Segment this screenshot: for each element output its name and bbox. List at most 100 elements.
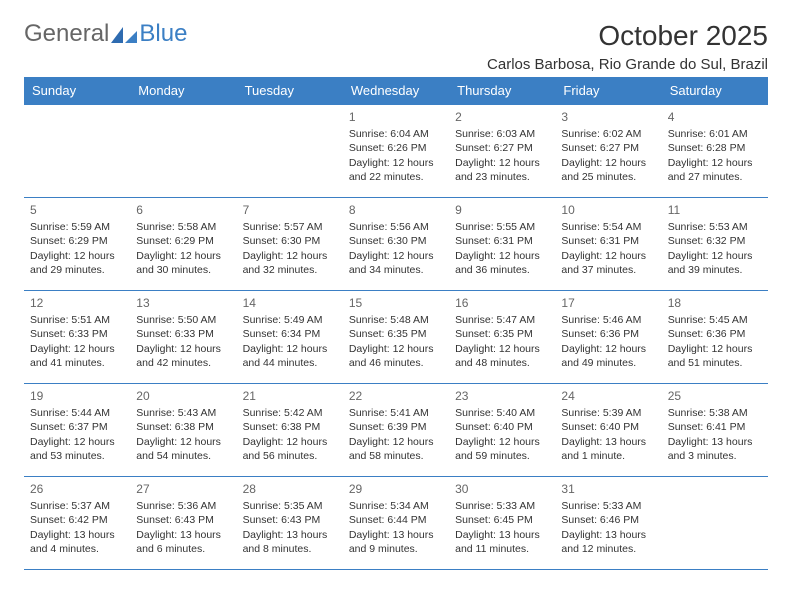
sunset-text: Sunset: 6:41 PM — [668, 420, 762, 434]
calendar-day-empty — [662, 477, 768, 570]
sunrise-text: Sunrise: 5:40 AM — [455, 406, 549, 420]
sunset-text: Sunset: 6:42 PM — [30, 513, 124, 527]
sunrise-text: Sunrise: 5:45 AM — [668, 313, 762, 327]
sunset-text: Sunset: 6:26 PM — [349, 141, 443, 155]
daylight-text: Daylight: 13 hours and 11 minutes. — [455, 528, 549, 556]
daylight-text: Daylight: 13 hours and 6 minutes. — [136, 528, 230, 556]
sunrise-text: Sunrise: 5:48 AM — [349, 313, 443, 327]
daylight-text: Daylight: 12 hours and 48 minutes. — [455, 342, 549, 370]
sunrise-text: Sunrise: 5:33 AM — [455, 499, 549, 513]
calendar-day: 24Sunrise: 5:39 AMSunset: 6:40 PMDayligh… — [555, 384, 661, 477]
day-number: 15 — [349, 295, 443, 311]
sunset-text: Sunset: 6:29 PM — [30, 234, 124, 248]
logo: General Blue — [24, 20, 187, 48]
day-number: 16 — [455, 295, 549, 311]
daylight-text: Daylight: 13 hours and 12 minutes. — [561, 528, 655, 556]
daylight-text: Daylight: 12 hours and 58 minutes. — [349, 435, 443, 463]
calendar-day: 18Sunrise: 5:45 AMSunset: 6:36 PMDayligh… — [662, 291, 768, 384]
calendar-day: 2Sunrise: 6:03 AMSunset: 6:27 PMDaylight… — [449, 105, 555, 198]
calendar-day: 28Sunrise: 5:35 AMSunset: 6:43 PMDayligh… — [237, 477, 343, 570]
daylight-text: Daylight: 12 hours and 59 minutes. — [455, 435, 549, 463]
day-number: 5 — [30, 202, 124, 218]
sunset-text: Sunset: 6:27 PM — [455, 141, 549, 155]
sunrise-text: Sunrise: 5:36 AM — [136, 499, 230, 513]
sunrise-text: Sunrise: 5:33 AM — [561, 499, 655, 513]
sunrise-text: Sunrise: 5:34 AM — [349, 499, 443, 513]
daylight-text: Daylight: 12 hours and 32 minutes. — [243, 249, 337, 277]
sunset-text: Sunset: 6:36 PM — [668, 327, 762, 341]
sunset-text: Sunset: 6:36 PM — [561, 327, 655, 341]
logo-sail-icon — [111, 25, 137, 43]
sunrise-text: Sunrise: 5:39 AM — [561, 406, 655, 420]
day-header: Tuesday — [237, 77, 343, 105]
sunset-text: Sunset: 6:37 PM — [30, 420, 124, 434]
daylight-text: Daylight: 12 hours and 39 minutes. — [668, 249, 762, 277]
day-number: 28 — [243, 481, 337, 497]
calendar-day: 9Sunrise: 5:55 AMSunset: 6:31 PMDaylight… — [449, 198, 555, 291]
calendar-week: 1Sunrise: 6:04 AMSunset: 6:26 PMDaylight… — [24, 105, 768, 198]
day-header: Saturday — [662, 77, 768, 105]
sunrise-text: Sunrise: 5:51 AM — [30, 313, 124, 327]
calendar-day: 31Sunrise: 5:33 AMSunset: 6:46 PMDayligh… — [555, 477, 661, 570]
calendar-day: 12Sunrise: 5:51 AMSunset: 6:33 PMDayligh… — [24, 291, 130, 384]
day-number: 9 — [455, 202, 549, 218]
day-number: 18 — [668, 295, 762, 311]
month-title: October 2025 — [487, 20, 768, 52]
sunset-text: Sunset: 6:31 PM — [561, 234, 655, 248]
daylight-text: Daylight: 13 hours and 8 minutes. — [243, 528, 337, 556]
daylight-text: Daylight: 12 hours and 25 minutes. — [561, 156, 655, 184]
sunrise-text: Sunrise: 5:49 AM — [243, 313, 337, 327]
day-header: Wednesday — [343, 77, 449, 105]
calendar-week: 12Sunrise: 5:51 AMSunset: 6:33 PMDayligh… — [24, 291, 768, 384]
daylight-text: Daylight: 12 hours and 53 minutes. — [30, 435, 124, 463]
sunset-text: Sunset: 6:38 PM — [243, 420, 337, 434]
sunrise-text: Sunrise: 5:35 AM — [243, 499, 337, 513]
sunrise-text: Sunrise: 5:50 AM — [136, 313, 230, 327]
sunset-text: Sunset: 6:28 PM — [668, 141, 762, 155]
sunrise-text: Sunrise: 5:38 AM — [668, 406, 762, 420]
sunrise-text: Sunrise: 5:55 AM — [455, 220, 549, 234]
sunset-text: Sunset: 6:30 PM — [349, 234, 443, 248]
day-number: 13 — [136, 295, 230, 311]
sunset-text: Sunset: 6:30 PM — [243, 234, 337, 248]
calendar-day: 13Sunrise: 5:50 AMSunset: 6:33 PMDayligh… — [130, 291, 236, 384]
day-number: 7 — [243, 202, 337, 218]
daylight-text: Daylight: 12 hours and 29 minutes. — [30, 249, 124, 277]
sunset-text: Sunset: 6:44 PM — [349, 513, 443, 527]
calendar-day: 27Sunrise: 5:36 AMSunset: 6:43 PMDayligh… — [130, 477, 236, 570]
day-number: 17 — [561, 295, 655, 311]
sunset-text: Sunset: 6:43 PM — [136, 513, 230, 527]
sunset-text: Sunset: 6:33 PM — [30, 327, 124, 341]
daylight-text: Daylight: 12 hours and 23 minutes. — [455, 156, 549, 184]
sunset-text: Sunset: 6:32 PM — [668, 234, 762, 248]
sunset-text: Sunset: 6:40 PM — [561, 420, 655, 434]
sunset-text: Sunset: 6:38 PM — [136, 420, 230, 434]
day-number: 10 — [561, 202, 655, 218]
daylight-text: Daylight: 12 hours and 37 minutes. — [561, 249, 655, 277]
sunrise-text: Sunrise: 5:56 AM — [349, 220, 443, 234]
sunrise-text: Sunrise: 5:37 AM — [30, 499, 124, 513]
logo-text-blue: Blue — [139, 20, 187, 48]
day-number: 25 — [668, 388, 762, 404]
sunset-text: Sunset: 6:34 PM — [243, 327, 337, 341]
day-number: 19 — [30, 388, 124, 404]
calendar-day: 4Sunrise: 6:01 AMSunset: 6:28 PMDaylight… — [662, 105, 768, 198]
calendar-week: 26Sunrise: 5:37 AMSunset: 6:42 PMDayligh… — [24, 477, 768, 570]
calendar-day: 3Sunrise: 6:02 AMSunset: 6:27 PMDaylight… — [555, 105, 661, 198]
calendar-day: 11Sunrise: 5:53 AMSunset: 6:32 PMDayligh… — [662, 198, 768, 291]
calendar-day-empty — [237, 105, 343, 198]
calendar-week: 19Sunrise: 5:44 AMSunset: 6:37 PMDayligh… — [24, 384, 768, 477]
daylight-text: Daylight: 12 hours and 54 minutes. — [136, 435, 230, 463]
calendar-day: 16Sunrise: 5:47 AMSunset: 6:35 PMDayligh… — [449, 291, 555, 384]
day-number: 14 — [243, 295, 337, 311]
daylight-text: Daylight: 12 hours and 30 minutes. — [136, 249, 230, 277]
logo-text-general: General — [24, 20, 109, 48]
daylight-text: Daylight: 12 hours and 49 minutes. — [561, 342, 655, 370]
calendar-day: 5Sunrise: 5:59 AMSunset: 6:29 PMDaylight… — [24, 198, 130, 291]
calendar-day: 30Sunrise: 5:33 AMSunset: 6:45 PMDayligh… — [449, 477, 555, 570]
sunset-text: Sunset: 6:40 PM — [455, 420, 549, 434]
calendar-day: 10Sunrise: 5:54 AMSunset: 6:31 PMDayligh… — [555, 198, 661, 291]
sunset-text: Sunset: 6:35 PM — [349, 327, 443, 341]
sunrise-text: Sunrise: 5:53 AM — [668, 220, 762, 234]
day-number: 24 — [561, 388, 655, 404]
